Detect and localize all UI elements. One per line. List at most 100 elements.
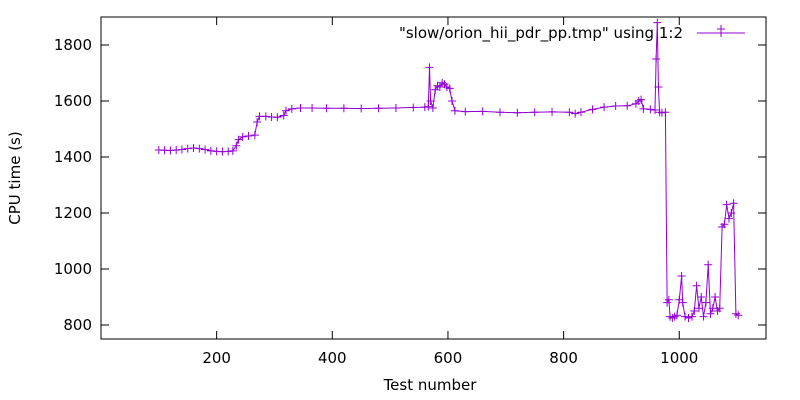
data-point: [496, 108, 504, 117]
data-point: [724, 214, 733, 223]
data-point: [729, 199, 738, 208]
x-tick-label: 400: [318, 349, 347, 367]
data-point: [677, 272, 686, 280]
y-tick-label: 800: [63, 316, 92, 334]
x-tick-label: 200: [202, 349, 231, 367]
data-point: [391, 104, 400, 112]
legend: "slow/orion_hii_pdr_pp.tmp" using 1:2: [399, 24, 745, 43]
data-point: [374, 104, 383, 113]
data-point: [650, 105, 659, 114]
x-axis-label: Test number: [383, 376, 478, 394]
data-point: [548, 107, 557, 116]
data-point: [530, 108, 539, 117]
y-tick-label: 1400: [54, 148, 92, 166]
data-point: [435, 83, 444, 91]
data-point: [166, 146, 175, 155]
data-point: [678, 298, 687, 307]
data-point: [576, 108, 585, 117]
data-point: [722, 200, 731, 209]
legend-marker: [717, 25, 725, 37]
series-line-0: [158, 22, 739, 319]
y-tick-label: 1000: [54, 260, 92, 278]
data-point: [704, 260, 713, 269]
data-point: [420, 103, 429, 112]
data-point: [426, 97, 435, 105]
data-point: [425, 63, 434, 72]
data-point: [637, 95, 646, 104]
data-point: [664, 295, 673, 304]
data-point: [623, 101, 632, 110]
data-point: [409, 103, 418, 112]
data-point: [571, 109, 580, 118]
data-point: [339, 104, 348, 113]
y-tick-label: 1600: [54, 92, 92, 110]
data-point: [734, 311, 743, 320]
plot-frame: [100, 16, 767, 340]
data-point: [694, 304, 703, 313]
data-point: [228, 146, 237, 155]
data-point: [177, 145, 186, 154]
data-point: [654, 83, 663, 91]
data-point: [282, 106, 291, 115]
data-point: [708, 304, 717, 313]
data-point: [653, 18, 662, 27]
data-point: [478, 107, 487, 116]
data-point: [661, 108, 670, 117]
data-point: [244, 132, 253, 140]
data-point: [611, 102, 620, 111]
data-point: [681, 312, 690, 321]
data-point: [690, 307, 699, 315]
data-point: [172, 146, 181, 154]
data-point: [183, 144, 192, 153]
y-axis-ticks: 800 1000 1200 1400 1600 1800: [54, 36, 766, 334]
x-axis-ticks: 200 400 600 800 1000: [202, 17, 698, 367]
data-point: [588, 105, 597, 114]
data-point: [445, 84, 454, 93]
data-point: [224, 147, 233, 156]
data-point: [308, 104, 317, 112]
x-tick-label: 1000: [660, 349, 698, 367]
data-point: [424, 102, 433, 111]
data-point: [600, 103, 609, 112]
data-point: [431, 85, 440, 94]
data-point: [206, 146, 215, 155]
data-point: [657, 108, 666, 117]
data-point: [238, 132, 247, 141]
data-point: [261, 112, 270, 121]
data-point: [279, 111, 288, 120]
data-point: [701, 298, 710, 307]
data-point: [189, 144, 198, 153]
y-tick-label: 1200: [54, 204, 92, 222]
data-point: [672, 311, 681, 320]
data-point: [357, 104, 366, 113]
data-point: [287, 104, 296, 113]
data-point: [201, 145, 210, 154]
data-point: [232, 141, 241, 150]
data-point: [699, 312, 708, 321]
data-point: [195, 144, 204, 153]
data-point: [461, 107, 470, 116]
data-point: [565, 108, 574, 117]
data-point: [692, 281, 701, 290]
data-point: [711, 293, 720, 301]
data-point: [687, 312, 696, 321]
data-point: [720, 220, 729, 229]
data-point: [273, 113, 282, 122]
y-axis-label: CPU time (s): [6, 131, 24, 224]
data-point: [253, 118, 262, 126]
data-point: [450, 106, 459, 115]
data-point: [706, 309, 715, 318]
series-layer: [154, 18, 743, 322]
data-point: [652, 55, 661, 63]
legend-label: "slow/orion_hii_pdr_pp.tmp" using 1:2: [399, 24, 683, 43]
data-point: [513, 108, 522, 117]
data-point: [250, 131, 259, 140]
data-point: [296, 104, 305, 112]
data-point: [639, 104, 648, 113]
data-point: [448, 97, 457, 105]
data-point: [428, 104, 437, 112]
data-point: [684, 314, 693, 322]
x-tick-label: 600: [434, 349, 463, 367]
data-point: [697, 293, 706, 301]
